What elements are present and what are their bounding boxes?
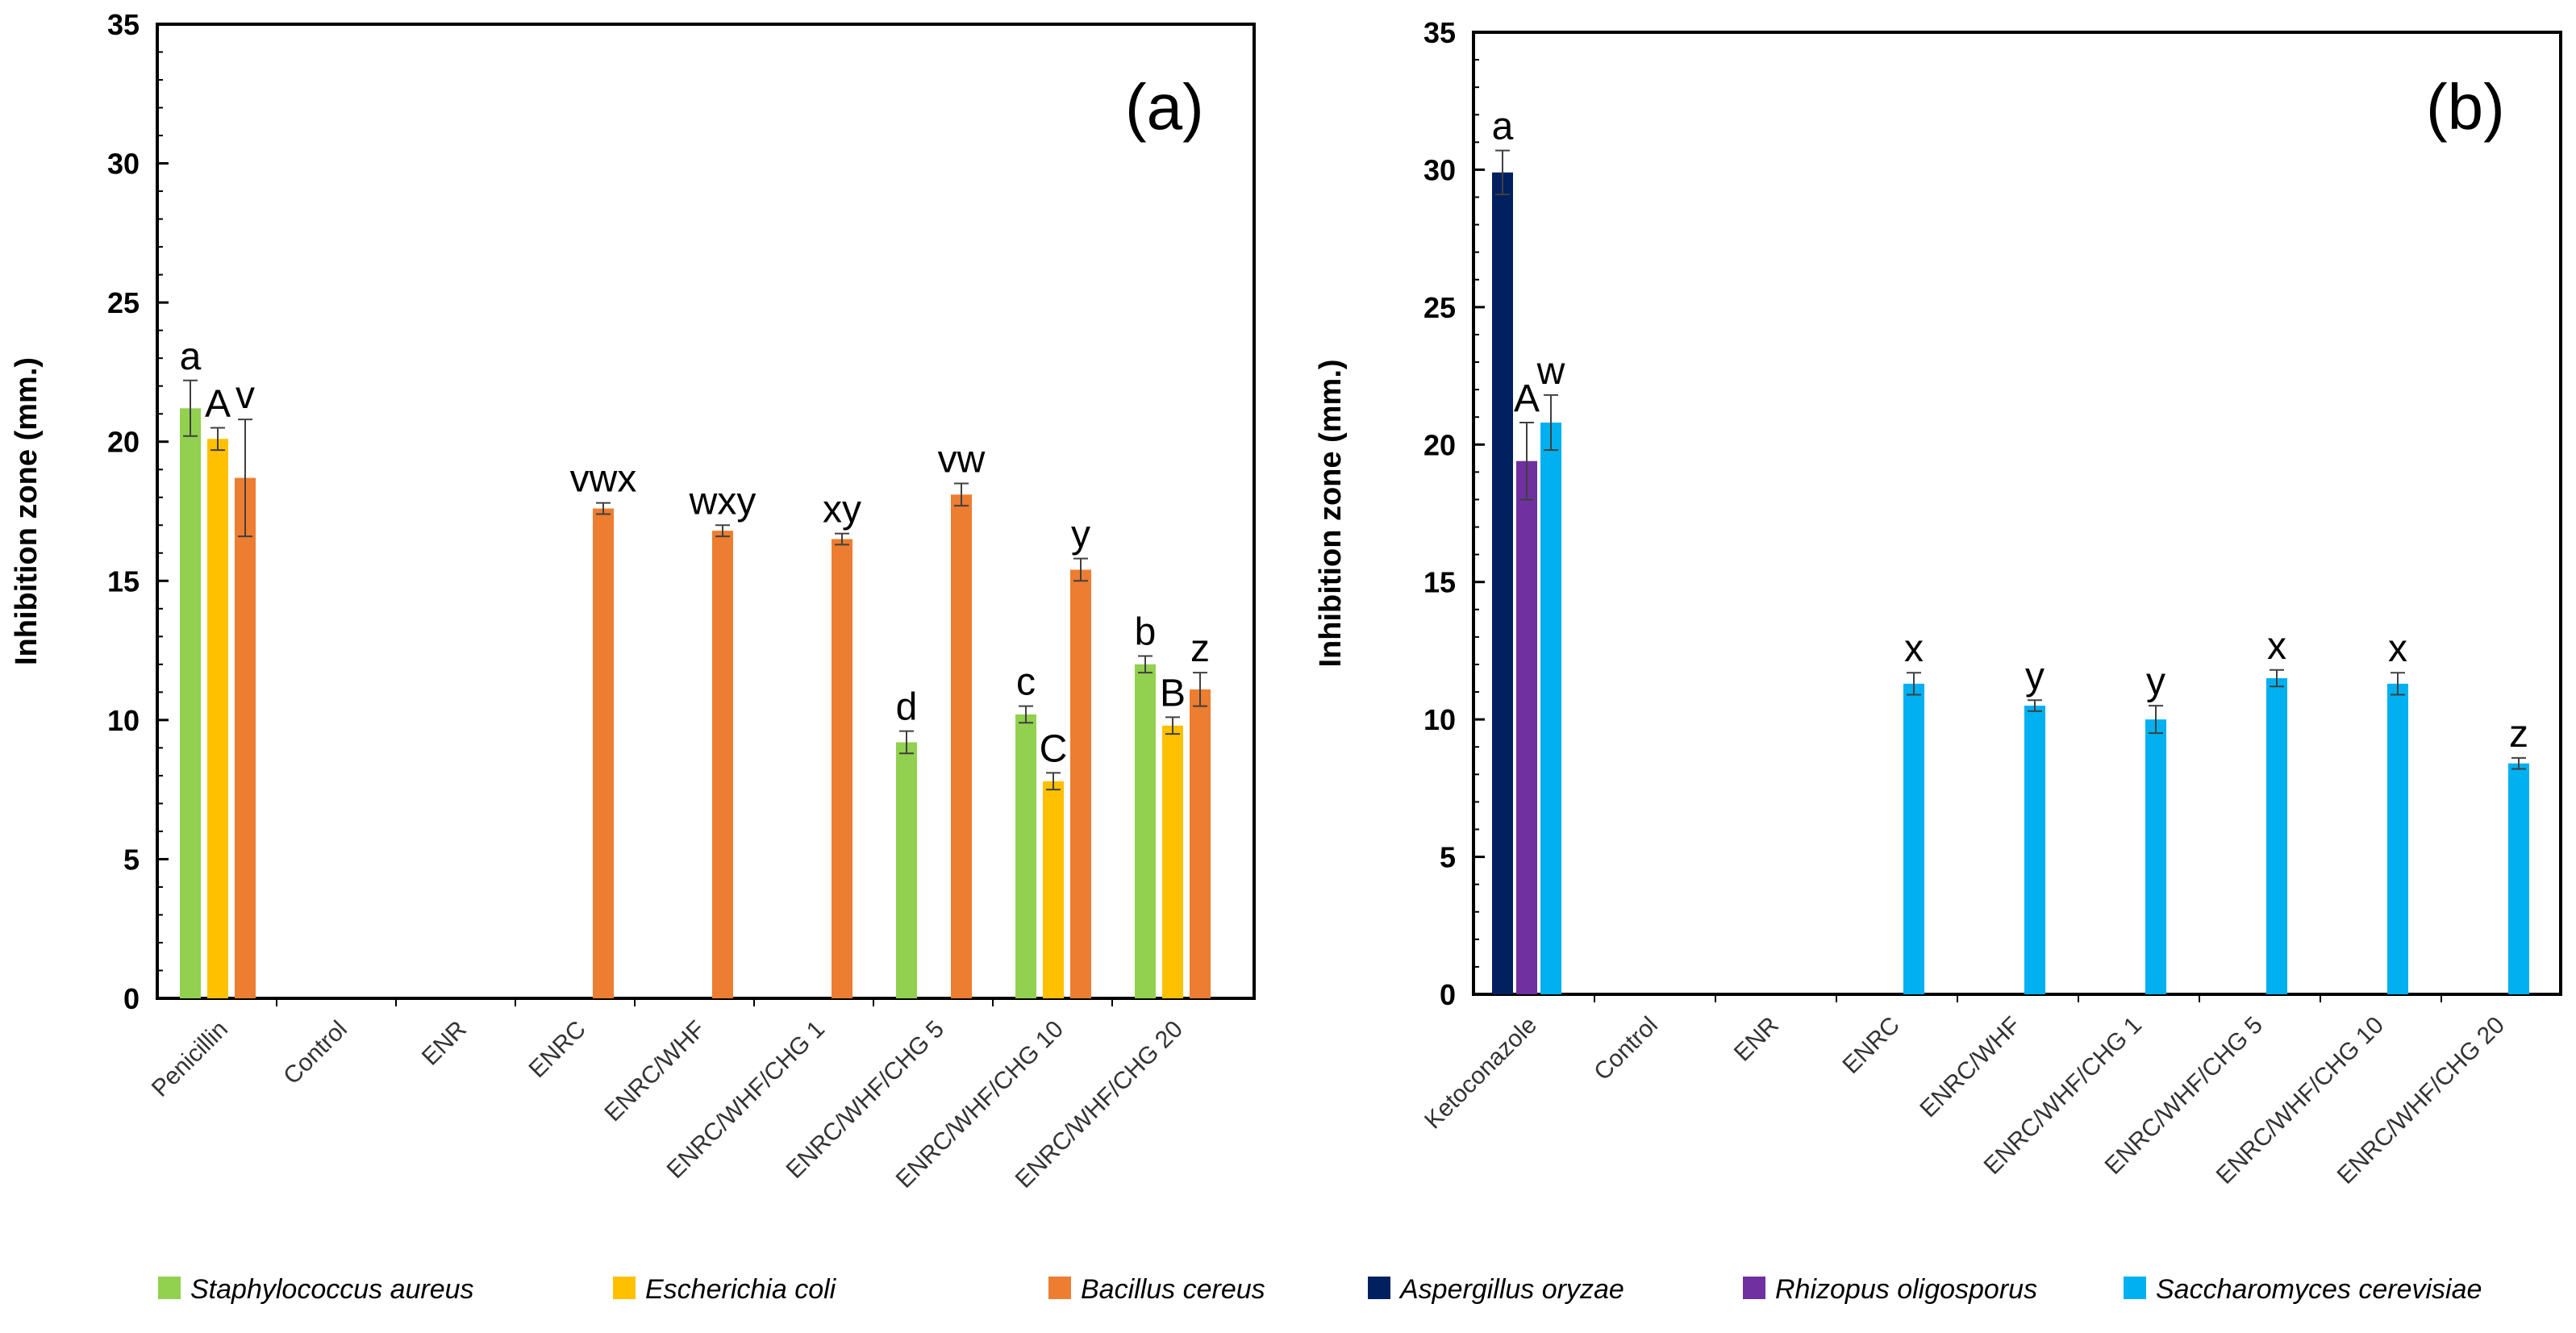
panel-label: (b) bbox=[2426, 71, 2505, 143]
bar bbox=[1516, 460, 1537, 994]
significance-label: y bbox=[1071, 514, 1090, 556]
y-tick-label: 5 bbox=[1440, 841, 1456, 874]
y-tick-label: 25 bbox=[107, 286, 140, 319]
x-tick-label: Control bbox=[278, 1016, 352, 1090]
legend-swatch bbox=[1048, 1277, 1071, 1299]
significance-label: xy bbox=[823, 489, 861, 531]
bar bbox=[2024, 706, 2045, 994]
bar bbox=[1903, 683, 1924, 994]
panel-label: (a) bbox=[1125, 71, 1204, 143]
bar bbox=[235, 477, 256, 998]
y-tick-label: 30 bbox=[1423, 153, 1456, 186]
legend-swatch bbox=[1368, 1277, 1390, 1299]
bar bbox=[1162, 725, 1183, 998]
significance-label: A bbox=[205, 382, 231, 425]
legend-swatch bbox=[1743, 1277, 1765, 1299]
y-tick-label: 20 bbox=[107, 426, 140, 459]
y-axis-title: Inhibition zone (mm.) bbox=[1314, 359, 1348, 667]
x-tick-label: Penicillin bbox=[147, 1016, 233, 1102]
significance-label: a bbox=[180, 335, 202, 378]
legend-entry: Escherichia coli bbox=[645, 1274, 837, 1305]
bar bbox=[1135, 664, 1156, 998]
legend-entry: Bacillus cereus bbox=[1081, 1274, 1265, 1305]
bar bbox=[1540, 423, 1561, 994]
chart-panel-2: 0 5 10 15 20 25 30 35 Inhibition zone (mm.) (b) a A… bbox=[1314, 16, 2562, 1305]
bar bbox=[1492, 172, 1513, 994]
y-tick-label: 5 bbox=[123, 843, 140, 876]
significance-label: x bbox=[1904, 627, 1924, 670]
y-tick-label: 35 bbox=[107, 8, 140, 41]
plot-frame bbox=[156, 23, 1256, 1000]
legend-entry: Aspergillus oryzae bbox=[1398, 1274, 1624, 1305]
y-tick-label: 20 bbox=[1423, 428, 1456, 461]
y-tick-label: 35 bbox=[1423, 16, 1456, 49]
significance-label: x bbox=[2388, 627, 2407, 670]
y-tick-label: 0 bbox=[1440, 978, 1456, 1011]
y-tick-label: 10 bbox=[1423, 703, 1456, 736]
bar bbox=[593, 508, 614, 998]
significance-label: vw bbox=[938, 438, 986, 481]
bar bbox=[180, 408, 201, 999]
significance-label: a bbox=[1492, 106, 1514, 148]
x-tick-label: Control bbox=[1589, 1012, 1663, 1086]
significance-label: B bbox=[1160, 672, 1186, 714]
bar bbox=[832, 539, 852, 998]
bar bbox=[1043, 781, 1064, 998]
legend-swatch bbox=[2124, 1277, 2146, 1299]
legend-entry: Staphylococcus aureus bbox=[190, 1274, 474, 1305]
y-tick-label: 30 bbox=[107, 148, 140, 181]
significance-label: d bbox=[896, 686, 918, 729]
bar bbox=[2508, 763, 2529, 994]
significance-label: wxy bbox=[689, 480, 757, 523]
y-tick-label: 10 bbox=[107, 704, 140, 737]
plot-frame bbox=[1472, 31, 2562, 996]
chart-panel-1: 0 5 10 15 20 25 30 35 Inhibition zone (mm.) (a) aA… bbox=[10, 8, 1265, 1305]
bar bbox=[207, 439, 228, 998]
legend-entry: Rhizopus oligosporus bbox=[1775, 1274, 2037, 1305]
x-tick-label: ENRC/WHF bbox=[1915, 1012, 2026, 1123]
significance-label: w bbox=[1536, 350, 1565, 393]
significance-label: y bbox=[2146, 660, 2165, 703]
bar bbox=[2266, 678, 2287, 994]
x-tick-label: ENRC bbox=[524, 1016, 591, 1083]
significance-label: b bbox=[1135, 610, 1157, 653]
legend-swatch bbox=[158, 1277, 181, 1299]
x-tick-label: ENR bbox=[1729, 1012, 1784, 1067]
x-tick-label: ENR bbox=[417, 1016, 472, 1071]
significance-label: c bbox=[1016, 661, 1036, 704]
bar bbox=[1190, 689, 1211, 998]
significance-label: z bbox=[2509, 713, 2528, 756]
significance-label: y bbox=[2025, 655, 2045, 698]
bar bbox=[2387, 683, 2408, 994]
legend-entry: Saccharomyces cerevisiae bbox=[2156, 1274, 2482, 1305]
significance-label: x bbox=[2267, 625, 2286, 668]
bar bbox=[2145, 719, 2166, 994]
significance-label: C bbox=[1040, 727, 1068, 770]
significance-label: v bbox=[236, 374, 255, 417]
x-tick-label: Ketoconazole bbox=[1419, 1012, 1542, 1135]
bar bbox=[951, 494, 972, 998]
legend-swatch bbox=[613, 1277, 636, 1299]
y-tick-label: 25 bbox=[1423, 291, 1456, 324]
significance-label: vwx bbox=[570, 458, 637, 501]
x-tick-label: ENRC bbox=[1838, 1012, 1905, 1079]
bar bbox=[1070, 569, 1091, 998]
bar bbox=[1015, 714, 1036, 998]
y-tick-label: 15 bbox=[1423, 566, 1456, 599]
bar bbox=[896, 742, 917, 998]
y-tick-label: 0 bbox=[123, 982, 140, 1015]
x-tick-label: ENRC/WHF bbox=[599, 1016, 711, 1127]
significance-label: A bbox=[1514, 377, 1540, 420]
bar bbox=[712, 531, 733, 998]
y-axis-title: Inhibition zone (mm.) bbox=[10, 357, 44, 665]
significance-label: z bbox=[1190, 627, 1210, 670]
y-tick-label: 15 bbox=[107, 564, 140, 598]
